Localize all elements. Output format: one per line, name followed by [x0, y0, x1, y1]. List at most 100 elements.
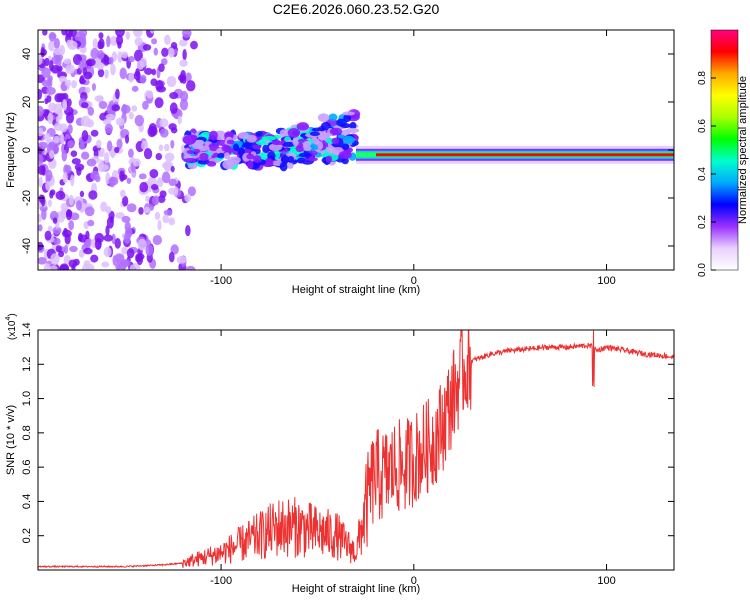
- snr-x-tick-label: 0: [411, 575, 417, 587]
- snr-x-tick-label: 100: [597, 575, 615, 587]
- noise-blob: [67, 140, 75, 149]
- noise-blob: [158, 144, 164, 152]
- noise-blob: [102, 118, 112, 125]
- noise-blob: [79, 77, 86, 85]
- spectrogram-y-tick-label: -40: [21, 238, 33, 254]
- noise-blob: [56, 211, 66, 223]
- noise-blob: [63, 227, 68, 236]
- onset-blob: [282, 141, 296, 147]
- noise-blob: [91, 83, 96, 91]
- noise-blob: [59, 123, 68, 133]
- noise-blob: [164, 34, 171, 45]
- noise-blob: [87, 59, 93, 67]
- noise-blob: [44, 57, 50, 67]
- onset-blob: [197, 159, 210, 165]
- noise-blob: [83, 260, 91, 267]
- spectrogram-heatmap: [38, 30, 674, 270]
- noise-blob: [152, 195, 160, 206]
- noise-blob: [168, 178, 177, 187]
- noise-blob: [103, 234, 113, 242]
- noise-blob: [149, 126, 158, 137]
- onset-blob: [271, 140, 285, 146]
- noise-blob: [131, 170, 137, 178]
- noise-blob: [104, 69, 109, 79]
- noise-blob: [47, 112, 54, 125]
- snr-y-tick-label: 1.2: [21, 357, 33, 372]
- noise-blob: [108, 176, 116, 188]
- noise-blob: [149, 30, 155, 34]
- noise-blob: [86, 158, 97, 167]
- noise-blob: [105, 113, 115, 121]
- noise-blob: [142, 100, 149, 110]
- onset-blob: [221, 144, 231, 152]
- noise-blob: [38, 176, 43, 188]
- noise-blob: [60, 133, 65, 144]
- noise-blob: [164, 152, 175, 162]
- noise-blob: [67, 124, 73, 135]
- noise-blob: [155, 152, 163, 161]
- noise-blob: [76, 166, 82, 176]
- onset-blob: [246, 134, 257, 143]
- noise-blob: [103, 246, 112, 258]
- snr-y-label: SNR (10 * v/v): [5, 405, 17, 475]
- noise-blob: [111, 104, 121, 112]
- noise-blob: [61, 149, 68, 162]
- noise-blob: [98, 38, 105, 50]
- noise-blob: [83, 247, 93, 255]
- noise-blob: [115, 88, 120, 100]
- noise-blob: [150, 184, 159, 191]
- noise-blob: [67, 40, 78, 50]
- onset-blob: [297, 157, 306, 164]
- noise-blob: [50, 65, 61, 74]
- noise-blob: [121, 104, 131, 114]
- noise-blob: [126, 203, 137, 213]
- noise-blob: [182, 48, 187, 61]
- noise-blob: [96, 139, 102, 149]
- noise-blob: [84, 206, 95, 217]
- noise-blob: [121, 215, 131, 223]
- noise-blob: [115, 30, 125, 38]
- noise-blob: [38, 54, 43, 65]
- onset-blob: [325, 155, 333, 163]
- noise-blob: [125, 31, 131, 40]
- noise-blob: [105, 225, 110, 236]
- noise-blob: [38, 213, 42, 223]
- noise-blob: [142, 44, 152, 51]
- onset-blob: [186, 149, 195, 154]
- noise-blob: [98, 32, 104, 39]
- noise-blob: [187, 186, 196, 197]
- noise-blob: [52, 226, 62, 235]
- spectrogram-panel: -100 0 100 -40 -20 0 20 40 Height of straight l…: [5, 29, 675, 296]
- noise-blob: [68, 220, 75, 231]
- spectrogram-y-tick-label: 20: [21, 96, 33, 108]
- onset-blob: [341, 157, 349, 165]
- snr-multiplier-base: (x10: [7, 320, 18, 340]
- noise-blob: [92, 38, 98, 50]
- noise-blob: [119, 189, 126, 198]
- noise-blob: [75, 200, 83, 211]
- noise-blob: [78, 249, 85, 258]
- noise-blob: [181, 30, 192, 38]
- noise-blob: [104, 123, 113, 134]
- noise-blob: [128, 55, 135, 63]
- noise-blob: [186, 265, 196, 270]
- noise-blob: [52, 217, 58, 224]
- spectrogram-x-label: Height of straight line (km): [292, 284, 420, 296]
- noise-blob: [164, 143, 170, 152]
- colorbar-tick-label: 0.2: [697, 215, 708, 229]
- noise-blob: [38, 257, 47, 265]
- noise-blob: [154, 97, 164, 109]
- noise-blob: [176, 255, 187, 264]
- noise-blob: [70, 174, 75, 187]
- noise-blob: [64, 164, 72, 174]
- noise-blob: [84, 86, 91, 94]
- onset-blob: [252, 155, 262, 163]
- onset-blob: [296, 122, 309, 131]
- figure-title: C2E6.2026.060.23.52.G20: [273, 1, 440, 17]
- noise-blob: [53, 135, 60, 144]
- snr-x-label: Height of straight line (km): [292, 583, 420, 595]
- noise-blob: [170, 41, 178, 50]
- snr-y-tick-label: 0.2: [21, 528, 33, 543]
- noise-blob: [90, 254, 99, 263]
- noise-blob: [138, 173, 147, 180]
